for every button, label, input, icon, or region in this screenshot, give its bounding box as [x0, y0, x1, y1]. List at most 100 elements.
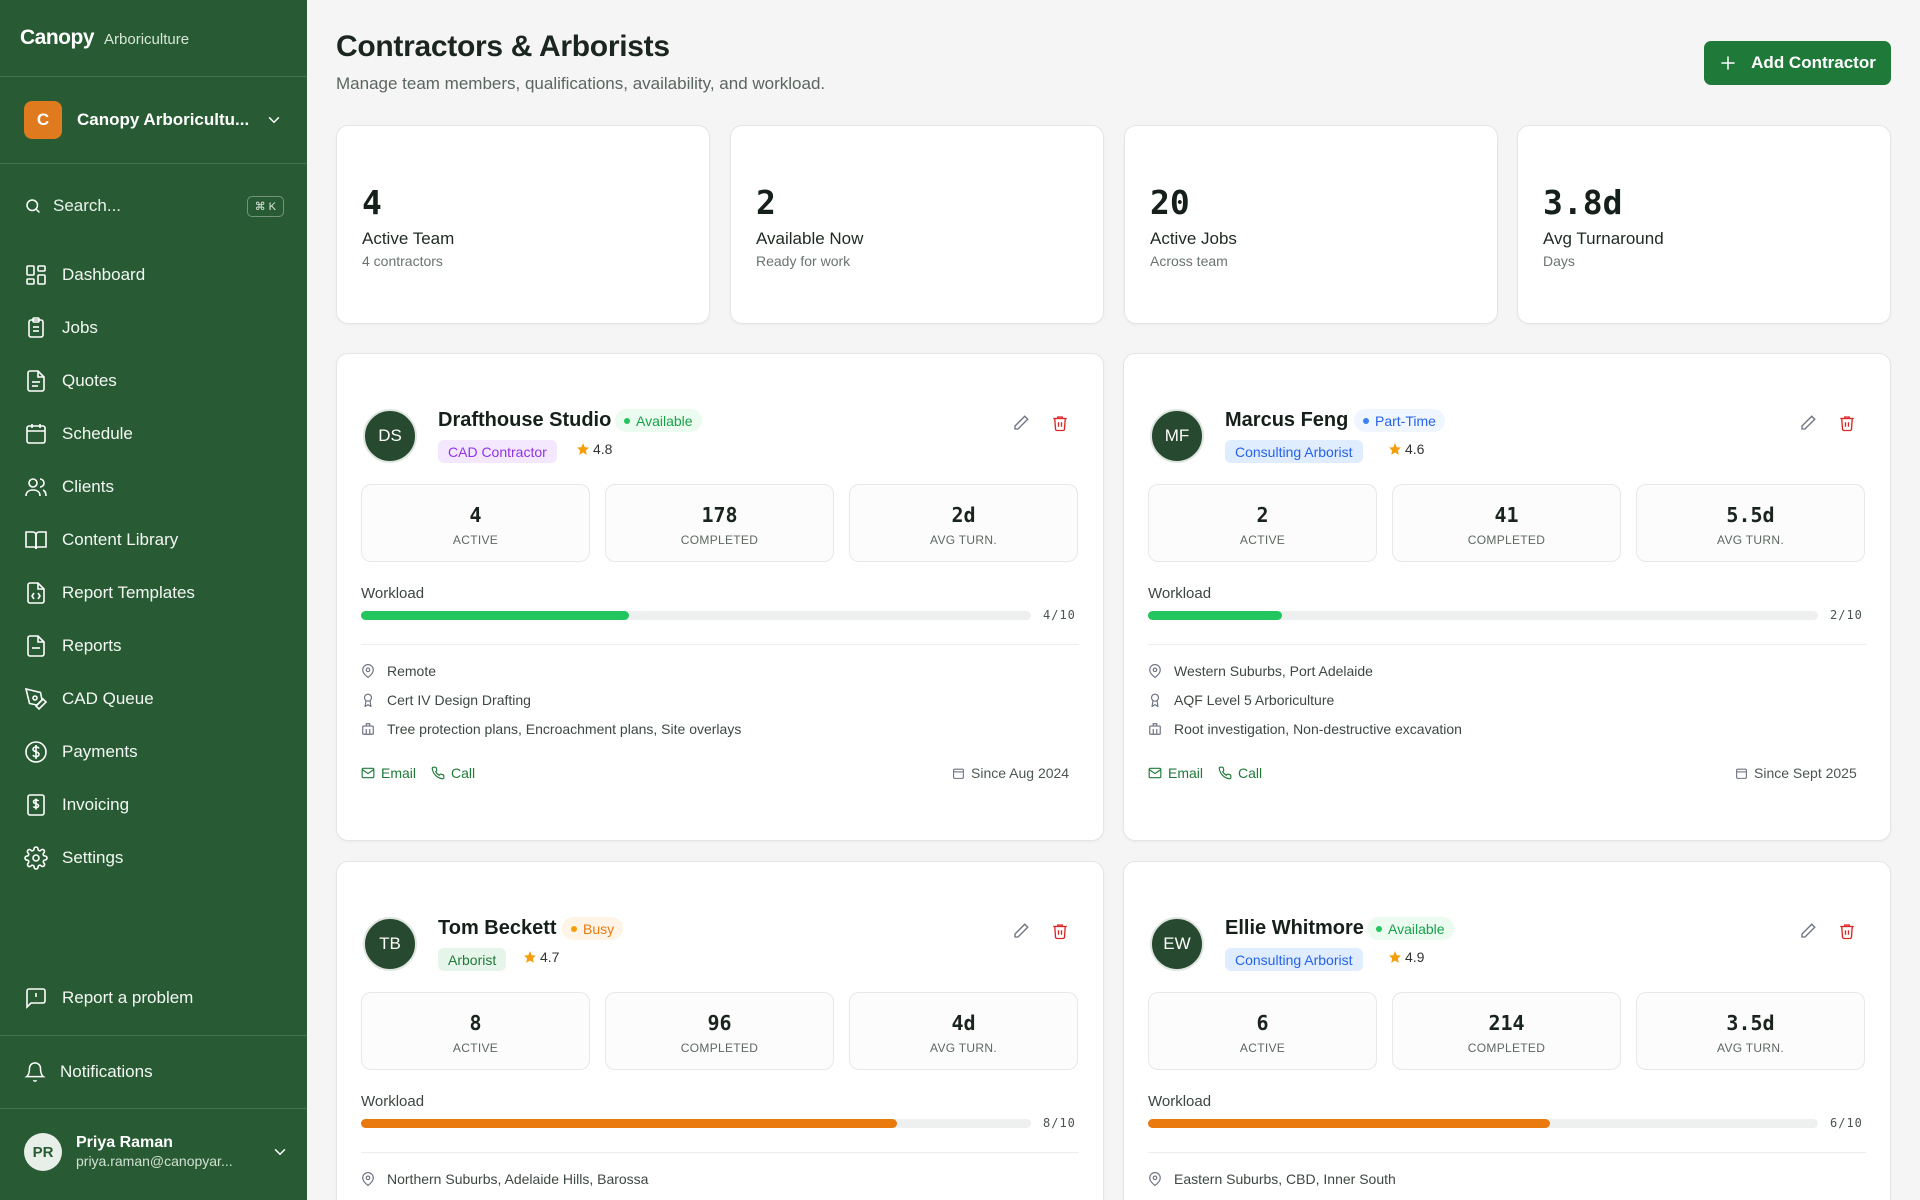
metric-label: ACTIVE [1239, 1041, 1286, 1055]
award-icon [1150, 693, 1160, 707]
sidebar-item-reports[interactable]: Reports [0, 619, 307, 672]
rating-value: 4.7 [540, 949, 560, 965]
since-text: Since Aug 2024 [971, 765, 1070, 781]
pen-tool-icon [24, 687, 48, 710]
brand-name: Canopy [20, 26, 95, 49]
notifications-button[interactable]: Notifications [0, 1035, 307, 1109]
stat-sub: Across team [1150, 253, 1228, 269]
metric-avg-turn: 5.5d AVG TURN. [1636, 484, 1865, 562]
edit-icon[interactable] [1799, 922, 1817, 940]
star-icon [524, 951, 536, 963]
workload-fill [1148, 611, 1282, 620]
sidebar-item-schedule[interactable]: Schedule [0, 407, 307, 460]
metric-value: 5.5d [1726, 503, 1775, 527]
status-badge: Busy [562, 917, 624, 940]
book-icon [25, 530, 47, 549]
stat-sub: Ready for work [756, 253, 851, 269]
sidebar-item-payments[interactable]: Payments [0, 725, 307, 778]
trash-icon[interactable] [1838, 414, 1856, 432]
workload-label: Workload [361, 585, 425, 602]
brand[interactable]: Canopy Arboriculture [20, 26, 189, 50]
qualification-text: Cert IV Design Drafting [387, 692, 531, 708]
sidebar-item-label: CAD Queue [62, 688, 154, 708]
avatar: PR [24, 1133, 62, 1171]
metric-active: 4 ACTIVE [361, 484, 590, 562]
sidebar-item-jobs[interactable]: Jobs [0, 301, 307, 354]
sidebar-item-content-library[interactable]: Content Library [0, 513, 307, 566]
metric-completed: 96 COMPLETED [605, 992, 834, 1070]
metric-label: COMPLETED [1467, 1041, 1546, 1055]
building-icon [362, 723, 374, 735]
call-link[interactable]: Call [1218, 765, 1262, 781]
stat-card-avg-turnaround: 3.8d Avg Turnaround Days [1517, 125, 1891, 324]
metric-active: 8 ACTIVE [361, 992, 590, 1070]
rating: 4.8 [576, 441, 612, 457]
org-switcher[interactable]: C Canopy Arboricultu... [0, 76, 307, 164]
email-link[interactable]: Email [361, 765, 416, 781]
location-row: Eastern Suburbs, CBD, Inner South [1148, 1171, 1396, 1187]
location-text: Remote [387, 663, 437, 679]
report-problem-label: Report a problem [62, 988, 194, 1007]
email-link[interactable]: Email [1148, 765, 1203, 781]
call-link[interactable]: Call [431, 765, 475, 781]
building-icon [1149, 723, 1161, 735]
sidebar-item-invoicing[interactable]: Invoicing [0, 778, 307, 831]
sidebar-item-dashboard[interactable]: Dashboard [0, 248, 307, 301]
status-text: Busy [583, 920, 615, 937]
trash-icon[interactable] [1838, 922, 1856, 940]
divider [1148, 1152, 1866, 1153]
report-problem-button[interactable]: Report a problem [24, 986, 193, 1010]
metric-completed: 41 COMPLETED [1392, 484, 1621, 562]
status-text: Part-Time [1375, 412, 1436, 429]
search-shortcut: ⌘ K [246, 195, 284, 217]
brand-subtitle: Arboriculture [104, 31, 190, 48]
map-pin-icon [362, 664, 374, 678]
gear-icon [24, 845, 48, 870]
sidebar-item-clients[interactable]: Clients [0, 460, 307, 513]
sidebar-item-report-templates[interactable]: Report Templates [0, 566, 307, 619]
status-badge: Part-Time [1354, 409, 1445, 432]
workload-label: Workload [1148, 585, 1212, 602]
contractor-card: EW Ellie Whitmore Available Consulting A… [1123, 861, 1891, 1200]
rating: 4.7 [523, 949, 559, 965]
page-title: Contractors & Arborists [336, 30, 670, 63]
sidebar-item-quotes[interactable]: Quotes [0, 354, 307, 407]
invoice-icon [27, 793, 45, 816]
rating-value: 4.8 [593, 441, 613, 457]
contractor-card: DS Drafthouse Studio Available CAD Contr… [336, 353, 1104, 841]
map-pin-icon [1149, 664, 1161, 678]
avatar: DS [363, 409, 417, 463]
metric-value: 178 [701, 503, 738, 527]
location-text: Eastern Suburbs, CBD, Inner South [1174, 1171, 1396, 1187]
star-icon [1389, 443, 1401, 455]
org-badge: C [24, 101, 62, 139]
sidebar-item-label: Quotes [62, 370, 117, 390]
qualification-row: Cert IV Design Drafting [361, 692, 531, 708]
since-date: Since Aug 2024 [952, 765, 1069, 781]
chevron-down-icon [274, 1149, 286, 1156]
stat-label: Available Now [756, 229, 864, 248]
add-contractor-button[interactable]: Add Contractor [1704, 41, 1891, 85]
location-text: Western Suburbs, Port Adelaide [1174, 663, 1373, 679]
trash-icon[interactable] [1051, 414, 1069, 432]
map-pin-icon [362, 1172, 374, 1186]
edit-icon[interactable] [1799, 414, 1817, 432]
calendar-icon [26, 423, 46, 444]
stat-sub: Days [1543, 253, 1575, 269]
search-input[interactable]: Search... ⌘ K [24, 192, 284, 220]
contractor-name: Tom Beckett [438, 917, 557, 939]
trash-icon[interactable] [1051, 922, 1069, 940]
metric-value: 4 [469, 503, 482, 527]
status-badge: Available [615, 409, 702, 432]
workload-fill [1148, 1119, 1550, 1128]
sidebar-item-settings[interactable]: Settings [0, 831, 307, 884]
edit-icon[interactable] [1012, 414, 1030, 432]
sidebar-item-cad-queue[interactable]: CAD Queue [0, 672, 307, 725]
edit-icon[interactable] [1012, 922, 1030, 940]
workload-count: 8/10 [1043, 1116, 1076, 1130]
stat-value: 2 [756, 183, 776, 222]
contractor-card: MF Marcus Feng Part-Time Consulting Arbo… [1123, 353, 1891, 841]
metric-value: 2 [1256, 503, 1269, 527]
file-icon [27, 634, 45, 657]
user-menu[interactable]: PR Priya Raman priya.raman@canopyar... [24, 1133, 289, 1171]
